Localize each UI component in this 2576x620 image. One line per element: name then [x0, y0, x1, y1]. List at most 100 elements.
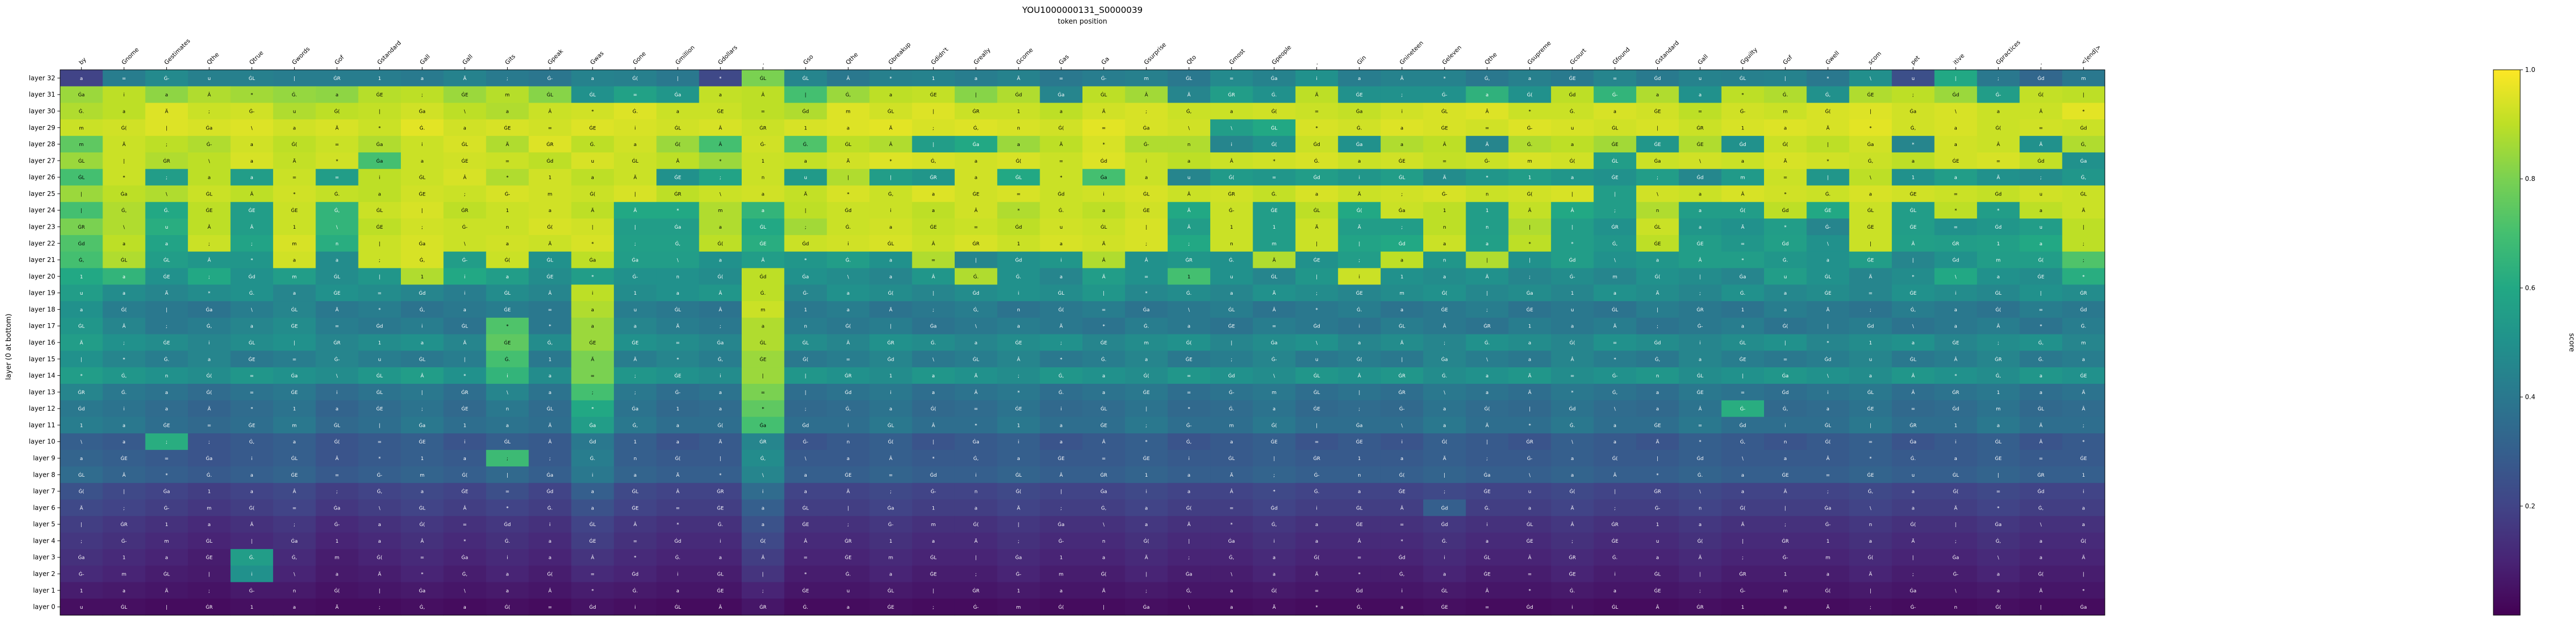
cell-label: a — [1230, 605, 1233, 610]
heatmap-cell — [912, 268, 955, 285]
heatmap-cell — [1466, 499, 1509, 516]
cell-label: a — [1528, 506, 1532, 511]
heatmap-cell — [1210, 599, 1254, 616]
cell-label: ĠR — [1696, 125, 1703, 131]
cell-label: Ä — [1485, 142, 1489, 148]
heatmap-cell — [1040, 202, 1083, 219]
cell-label: m — [1527, 159, 1532, 164]
cell-label: Ä — [1059, 142, 1063, 148]
heatmap-cell — [699, 516, 742, 533]
heatmap-cell — [1764, 334, 1807, 351]
cell-label: Ġ. — [420, 125, 425, 131]
cell-label: = — [1911, 407, 1915, 412]
cell-label: a — [165, 93, 169, 98]
cell-label: Â — [846, 75, 850, 82]
heatmap-cell — [1210, 86, 1254, 104]
heatmap-cell — [316, 450, 359, 467]
heatmap-cell — [273, 533, 316, 550]
heatmap-cell — [1338, 202, 1381, 219]
cell-label: | — [1018, 522, 1019, 528]
heatmap-cell — [613, 301, 657, 318]
cell-label: Ä — [165, 588, 169, 594]
heatmap-cell — [103, 70, 146, 87]
heatmap-cell — [1806, 383, 1850, 401]
heatmap-cell — [571, 202, 614, 219]
heatmap-cell — [1380, 70, 1424, 87]
cell-label: a — [762, 522, 765, 528]
heatmap-cell — [742, 235, 785, 252]
heatmap-cell — [103, 417, 146, 434]
cell-label: Ä — [1102, 241, 1106, 247]
heatmap-cell — [273, 516, 316, 533]
cell-label: i — [1444, 556, 1445, 561]
cell-label: | — [1529, 407, 1531, 412]
cell-label: ĠE — [504, 125, 511, 131]
heatmap-cell — [1551, 516, 1594, 533]
heatmap-cell — [316, 383, 359, 401]
heatmap-cell — [571, 334, 614, 351]
cell-label: \ — [1870, 76, 1872, 82]
cell-label: ĠR — [845, 373, 852, 379]
heatmap-cell — [1551, 466, 1594, 484]
heatmap-cell — [1508, 599, 1552, 616]
cell-label: Â — [932, 240, 935, 247]
heatmap-cell — [997, 103, 1041, 120]
heatmap-cell — [869, 417, 913, 434]
heatmap-cell — [613, 334, 657, 351]
cell-label: * — [1315, 605, 1318, 610]
heatmap-cell — [2019, 235, 2063, 252]
heatmap-cell — [1380, 317, 1424, 335]
cell-label: a — [122, 588, 126, 594]
y-tick-label: layer 25 — [29, 190, 55, 198]
cell-label: Ġ, — [1783, 406, 1788, 412]
heatmap-cell — [1040, 185, 1083, 202]
heatmap-cell — [1806, 301, 1850, 318]
cell-label: Â — [1912, 373, 1915, 379]
heatmap-cell — [1380, 516, 1424, 533]
cell-label: ; — [847, 522, 849, 528]
heatmap-cell — [188, 119, 231, 136]
cell-label: \ — [1444, 390, 1446, 396]
cell-label: ĠL — [1356, 505, 1363, 511]
cell-label: ; — [379, 258, 380, 264]
cell-label: i — [464, 440, 466, 445]
cell-label: Ä — [974, 538, 978, 544]
heatmap-cell — [1721, 367, 1765, 384]
heatmap-cell — [912, 202, 955, 219]
cell-label: a — [421, 490, 424, 495]
heatmap-cell — [784, 582, 828, 599]
cell-label: ĠL — [1655, 572, 1661, 578]
heatmap-cell — [1295, 202, 1338, 219]
heatmap-cell — [912, 516, 955, 533]
heatmap-cell — [954, 136, 998, 153]
cell-label: Ġ( — [973, 522, 979, 528]
cell-label: ; — [549, 456, 551, 462]
cell-label: ĠR — [1612, 522, 1619, 528]
cell-label: ĠL — [78, 472, 85, 478]
heatmap-cell — [826, 367, 870, 384]
cell-label: Â — [1954, 356, 1958, 362]
heatmap-cell — [742, 334, 785, 351]
cell-label: Ġ( — [1101, 572, 1107, 578]
heatmap-cell — [443, 218, 487, 236]
heatmap-cell — [443, 285, 487, 302]
cell-label: a — [463, 456, 466, 462]
heatmap-cell — [1636, 136, 1679, 153]
heatmap-cell — [912, 301, 955, 318]
cell-label: a — [165, 242, 169, 247]
heatmap-cell — [954, 499, 998, 516]
cell-label: Ġa — [376, 142, 383, 148]
cell-label: Ġ( — [419, 522, 425, 528]
heatmap-cell — [1253, 103, 1296, 120]
heatmap-cell — [1082, 433, 1125, 450]
cell-label: a — [1230, 109, 1233, 114]
heatmap-cell — [1593, 549, 1637, 566]
heatmap-cell — [784, 268, 828, 285]
cell-label: ĠL — [1441, 588, 1448, 594]
heatmap-cell — [869, 169, 913, 186]
heatmap-cell — [1977, 466, 2020, 484]
heatmap-cell — [1934, 599, 1978, 616]
heatmap-cell — [1253, 268, 1296, 285]
heatmap-cell — [1764, 533, 1807, 550]
cell-label: ĠL — [1484, 555, 1490, 561]
